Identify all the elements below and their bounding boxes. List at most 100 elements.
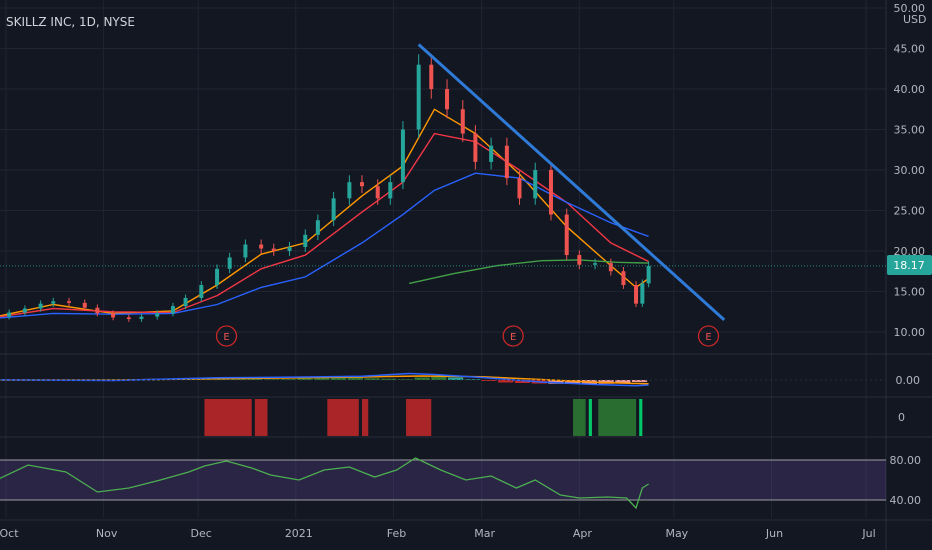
time-tick-label: Oct [0, 527, 19, 540]
price-tag [887, 255, 932, 275]
signal-band [254, 399, 268, 436]
time-tick-label: Dec [191, 527, 212, 540]
candle-body [416, 64, 421, 130]
candle-body [170, 306, 175, 314]
candle-body [621, 271, 626, 286]
candle-body [548, 170, 553, 215]
time-tick-label: Nov [96, 527, 118, 540]
macd-histogram-bar [514, 380, 531, 383]
macd-histogram-bar [247, 379, 263, 380]
moving-average-line [409, 259, 649, 285]
price-tick-label: 45.00 [894, 43, 926, 56]
candle-body [473, 133, 478, 162]
candle-body [243, 244, 248, 258]
trendline[interactable] [417, 43, 726, 321]
candle-body [640, 283, 645, 304]
rsi-line [0, 457, 649, 510]
macd-histogram-bar [414, 377, 430, 380]
price-tick-label: 30.00 [894, 164, 926, 177]
candle-body [303, 234, 308, 247]
candle-body [111, 313, 116, 318]
candle-body [359, 182, 364, 187]
time-axis: Oct Nov Dec 2021 Feb Mar Apr May Jun Jul [0, 527, 876, 540]
candle-body [504, 145, 509, 179]
currency-label: USD [903, 13, 927, 26]
candle-body [199, 285, 204, 298]
macd-histogram-bar [314, 377, 330, 380]
time-tick-label: Apr [573, 527, 593, 540]
candle-body [460, 109, 465, 134]
earnings-marker-label: E [705, 332, 711, 343]
band-tick-label: 0 [898, 411, 905, 424]
candle-body [22, 308, 27, 313]
time-tick-label: Mar [474, 527, 495, 540]
price-axis: 50.00 45.00 40.00 35.00 30.00 25.00 20.00 15.00… [890, 2, 926, 507]
macd-histogram-bar [297, 378, 313, 380]
signal-band [406, 399, 432, 436]
macd-histogram-bar [565, 380, 581, 384]
earnings-marker [502, 325, 524, 347]
candle-body [517, 178, 522, 199]
candles [7, 54, 651, 322]
macd-histogram-bar [548, 380, 564, 384]
price-tick-label: 20.00 [894, 245, 926, 258]
macd-histogram-bar [431, 376, 447, 380]
macd-histogram-bar [230, 378, 246, 380]
candle-body [51, 301, 56, 304]
candle-body [375, 186, 380, 199]
price-tag-label: 18.17 [893, 259, 925, 272]
trendline-segment [417, 43, 726, 321]
signal-bands [204, 399, 643, 436]
price-tick-label: 40.00 [894, 83, 926, 96]
earnings-marker-label: E [223, 332, 229, 343]
price-tick-label: 10.00 [894, 326, 926, 339]
macd-histogram-bar [330, 377, 347, 380]
macd-histogram-bar [464, 379, 480, 380]
earnings-marker [697, 325, 720, 347]
candle-body [564, 214, 569, 256]
price-tick-label: 35.00 [894, 124, 926, 137]
candle-body [388, 182, 393, 199]
macd-histogram-bar [347, 377, 363, 380]
candle-body [445, 89, 450, 110]
candle-body [95, 307, 100, 314]
macd-histogram-bar [615, 380, 631, 383]
candle-body [347, 182, 352, 199]
candle-body [634, 285, 639, 304]
candle-body [126, 317, 131, 320]
candle-body [82, 302, 87, 308]
candle-body [331, 198, 336, 221]
candle-body [227, 257, 232, 269]
rsi-band [0, 459, 886, 501]
grid [0, 0, 886, 518]
rsi-line [0, 457, 649, 510]
candle-body [155, 313, 160, 317]
candle-body [287, 246, 292, 251]
macd-histogram-bar [498, 380, 514, 383]
signal-band [573, 399, 586, 436]
price-tick-label: 50.00 [894, 2, 926, 15]
signal-band [639, 399, 643, 436]
macd-histogram-bar [481, 380, 497, 381]
macd-histogram-bar [631, 380, 648, 382]
signal-band [327, 399, 359, 436]
candle-body [183, 297, 188, 307]
time-tick-label: 2021 [285, 527, 313, 540]
candle-body [400, 129, 405, 183]
signal-band [588, 399, 592, 436]
candle-body [315, 220, 320, 235]
candle-body [429, 64, 434, 89]
macd-histogram-bar [381, 378, 397, 380]
macd-histogram-bar [364, 378, 380, 380]
candle-body [646, 265, 651, 284]
signal-band [361, 399, 369, 436]
candle-body [7, 312, 12, 317]
price-tick-label: 15.00 [894, 286, 926, 299]
macd-histogram-bar [447, 377, 464, 380]
candle-body [259, 244, 264, 249]
candle-body [593, 263, 598, 265]
